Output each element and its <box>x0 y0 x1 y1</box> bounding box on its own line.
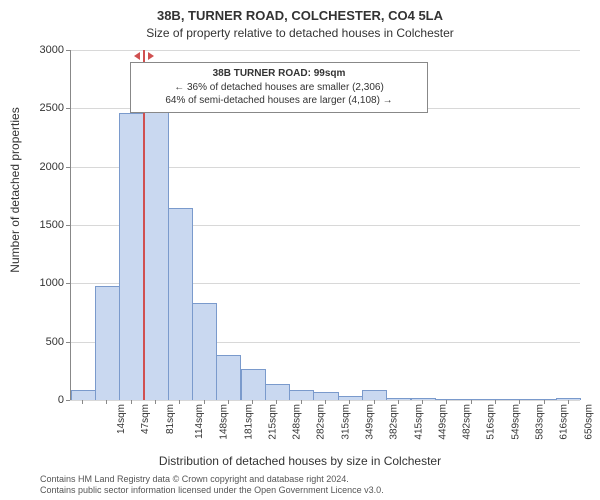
chart-subtitle: Size of property relative to detached ho… <box>0 26 600 40</box>
xtick-label: 415sqm <box>413 404 424 440</box>
y-axis-label: Number of detached properties <box>8 40 22 340</box>
xtick-label: 315sqm <box>340 404 351 440</box>
xtick-label: 583sqm <box>535 404 546 440</box>
xtick-mark <box>131 400 132 404</box>
attribution-line1: Contains HM Land Registry data © Crown c… <box>40 474 580 485</box>
xtick-mark <box>155 400 156 404</box>
bar <box>216 355 241 400</box>
ytick-mark <box>66 225 70 226</box>
annotation-line3: 64% of semi-detached houses are larger (… <box>139 94 419 108</box>
xtick-mark <box>495 400 496 404</box>
xtick-label: 616sqm <box>559 404 570 440</box>
xtick-mark <box>471 400 472 404</box>
bar <box>192 303 217 400</box>
ytick-mark <box>66 400 70 401</box>
xtick-label: 382sqm <box>389 404 400 440</box>
xtick-label: 81sqm <box>165 404 176 434</box>
bar <box>143 110 168 400</box>
chart-container: 38B, TURNER ROAD, COLCHESTER, CO4 5LA Si… <box>0 0 600 500</box>
chart-title: 38B, TURNER ROAD, COLCHESTER, CO4 5LA <box>0 8 600 23</box>
marker-arrowhead-right <box>148 52 154 60</box>
xtick-mark <box>349 400 350 404</box>
xtick-mark <box>374 400 375 404</box>
bar <box>386 398 411 400</box>
bar <box>362 390 387 400</box>
xtick-mark <box>568 400 569 404</box>
xtick-mark <box>446 400 447 404</box>
bar <box>119 113 144 400</box>
ytick-label: 500 <box>46 336 64 348</box>
bar <box>435 399 460 400</box>
xtick-label: 449sqm <box>437 404 448 440</box>
xtick-label: 482sqm <box>462 404 473 440</box>
bar <box>508 399 533 400</box>
bar <box>532 399 557 400</box>
ytick-mark <box>66 50 70 51</box>
xtick-mark <box>301 400 302 404</box>
xtick-mark <box>106 400 107 404</box>
ytick-label: 0 <box>58 394 64 406</box>
ytick-mark <box>66 167 70 168</box>
ytick-label: 1000 <box>40 277 64 289</box>
xtick-mark <box>252 400 253 404</box>
xtick-label: 114sqm <box>194 404 205 439</box>
ytick-label: 1500 <box>40 219 64 231</box>
ytick-label: 2000 <box>40 161 64 173</box>
xtick-mark <box>398 400 399 404</box>
annotation-line1: 38B TURNER ROAD: 99sqm <box>139 67 419 81</box>
bar <box>71 390 96 400</box>
xtick-label: 215sqm <box>267 404 278 440</box>
annotation-box: 38B TURNER ROAD: 99sqm ← 36% of detached… <box>130 62 428 113</box>
ytick-mark <box>66 108 70 109</box>
xtick-label: 148sqm <box>219 404 230 440</box>
xtick-label: 282sqm <box>316 404 327 440</box>
xtick-mark <box>519 400 520 404</box>
x-axis-label: Distribution of detached houses by size … <box>0 454 600 468</box>
xtick-label: 549sqm <box>510 404 521 440</box>
bar <box>265 384 290 400</box>
xtick-mark <box>544 400 545 404</box>
attribution: Contains HM Land Registry data © Crown c… <box>40 474 580 497</box>
xtick-mark <box>204 400 205 404</box>
xtick-mark <box>228 400 229 404</box>
xtick-label: 248sqm <box>292 404 303 440</box>
bar <box>313 392 338 400</box>
xtick-label: 516sqm <box>486 404 497 440</box>
xtick-label: 47sqm <box>140 404 151 434</box>
xtick-mark <box>325 400 326 404</box>
ytick-label: 3000 <box>40 44 64 56</box>
ytick-label: 2500 <box>40 102 64 114</box>
plot-area: 38B TURNER ROAD: 99sqm ← 36% of detached… <box>70 50 580 400</box>
bar <box>168 208 193 400</box>
xtick-label: 650sqm <box>583 404 594 440</box>
xtick-mark <box>82 400 83 404</box>
marker-arrowhead-left <box>134 52 140 60</box>
bar <box>338 396 363 401</box>
xtick-mark <box>276 400 277 404</box>
xtick-label: 349sqm <box>365 404 376 440</box>
ytick-mark <box>66 342 70 343</box>
xtick-label: 181sqm <box>243 404 254 440</box>
bar <box>241 369 266 400</box>
annotation-line2: ← 36% of detached houses are smaller (2,… <box>139 81 419 95</box>
bar <box>459 399 484 400</box>
attribution-line2: Contains public sector information licen… <box>40 485 580 496</box>
bar <box>95 286 120 400</box>
xtick-mark <box>179 400 180 404</box>
bar <box>289 390 314 400</box>
xtick-label: 14sqm <box>116 404 127 434</box>
ytick-mark <box>66 283 70 284</box>
bar <box>556 398 581 400</box>
xtick-mark <box>422 400 423 404</box>
